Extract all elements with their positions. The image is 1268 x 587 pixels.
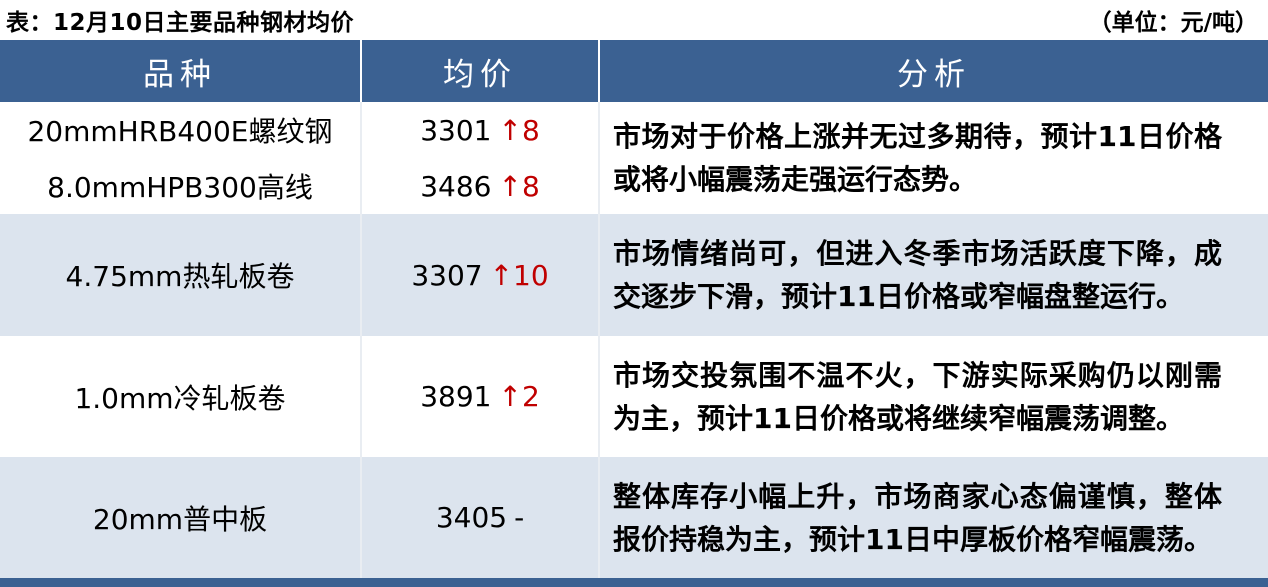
- price-change-up: ↑8: [498, 113, 540, 147]
- price-value: 3486: [420, 169, 492, 203]
- price-line: 3891 ↑2: [420, 380, 540, 413]
- analysis-text: 市场情绪尚可，但进入冬季市场活跃度下降，成交逐步下滑，预计11日价格或窄幅盘整运…: [613, 237, 1222, 313]
- species-cell: 20mmHRB400E螺纹钢 8.0mmHPB300高线: [0, 102, 362, 214]
- price-cell: 3405 -: [362, 457, 600, 578]
- analysis-text: 市场对于价格上涨并无过多期待，预计11日价格或将小幅震荡走强运行态势。: [613, 120, 1222, 196]
- price-change-up: ↑10: [489, 258, 549, 292]
- species-name: 20mm普中板: [92, 502, 268, 536]
- analysis-cell: 市场情绪尚可，但进入冬季市场活跃度下降，成交逐步下滑，预计11日价格或窄幅盘整运…: [600, 214, 1268, 336]
- analysis-cell: 整体库存小幅上升，市场商家心态偏谨慎，整体报价持稳为主，预计11日中厚板价格窄幅…: [600, 457, 1268, 578]
- price-value: 3891: [420, 380, 492, 413]
- price-line: 3486 ↑8: [420, 170, 540, 203]
- title-bar: 表：12月10日主要品种钢材均价 （单位：元/吨）: [0, 0, 1268, 40]
- analysis-text: 整体库存小幅上升，市场商家心态偏谨慎，整体报价持稳为主，预计11日中厚板价格窄幅…: [613, 479, 1222, 556]
- price-change-up: ↑2: [498, 380, 540, 413]
- table-row: 20mmHRB400E螺纹钢 8.0mmHPB300高线 3301 ↑8 348…: [0, 102, 1268, 214]
- species-cell: 1.0mm冷轧板卷: [0, 336, 362, 457]
- table-header-row: 品种 均价 分析: [0, 40, 1268, 102]
- species-name: 20mmHRB400E螺纹钢: [27, 115, 333, 148]
- species-cell: 20mm普中板: [0, 457, 362, 578]
- species-name: 4.75mm热轧板卷: [65, 260, 295, 293]
- price-line: 3301 ↑8: [420, 114, 540, 147]
- price-cell: 3891 ↑2: [362, 336, 600, 457]
- species-cell: 4.75mm热轧板卷: [0, 214, 362, 336]
- col-header-species: 品种: [0, 40, 362, 102]
- price-change-flat: -: [514, 501, 525, 534]
- price-value: 3307: [411, 258, 483, 292]
- analysis-text: 市场交投氛围不温不火，下游实际采购仍以刚需为主，预计11日价格或将继续窄幅震荡调…: [613, 358, 1222, 435]
- table-row: 20mm普中板 3405 - 整体库存小幅上升，市场商家心态偏谨慎，整体报价持稳…: [0, 457, 1268, 578]
- table-row: 4.75mm热轧板卷 3307 ↑10 市场情绪尚可，但进入冬季市场活跃度下降，…: [0, 214, 1268, 336]
- table-title: 表：12月10日主要品种钢材均价: [6, 10, 355, 36]
- species-name: 1.0mm冷轧板卷: [74, 381, 286, 415]
- table-bottom-border: [0, 578, 1268, 587]
- price-value: 3301: [420, 113, 492, 147]
- price-cell: 3301 ↑8 3486 ↑8: [362, 102, 600, 214]
- price-change-up: ↑8: [498, 169, 540, 203]
- col-header-analysis: 分析: [897, 56, 971, 93]
- price-value: 3405: [435, 501, 508, 534]
- analysis-cell: 市场对于价格上涨并无过多期待，预计11日价格或将小幅震荡走强运行态势。: [600, 102, 1268, 214]
- unit-note: （单位：元/吨）: [1088, 10, 1258, 36]
- species-name: 8.0mmHPB300高线: [47, 171, 313, 204]
- price-line: 3307 ↑10: [411, 259, 548, 292]
- col-header-price: 均价: [362, 40, 600, 102]
- analysis-cell: 市场交投氛围不温不火，下游实际采购仍以刚需为主，预计11日价格或将继续窄幅震荡调…: [600, 336, 1268, 457]
- table-row: 1.0mm冷轧板卷 3891 ↑2 市场交投氛围不温不火，下游实际采购仍以刚需为…: [0, 336, 1268, 457]
- price-line: 3405 -: [436, 501, 524, 534]
- price-cell: 3307 ↑10: [362, 214, 600, 336]
